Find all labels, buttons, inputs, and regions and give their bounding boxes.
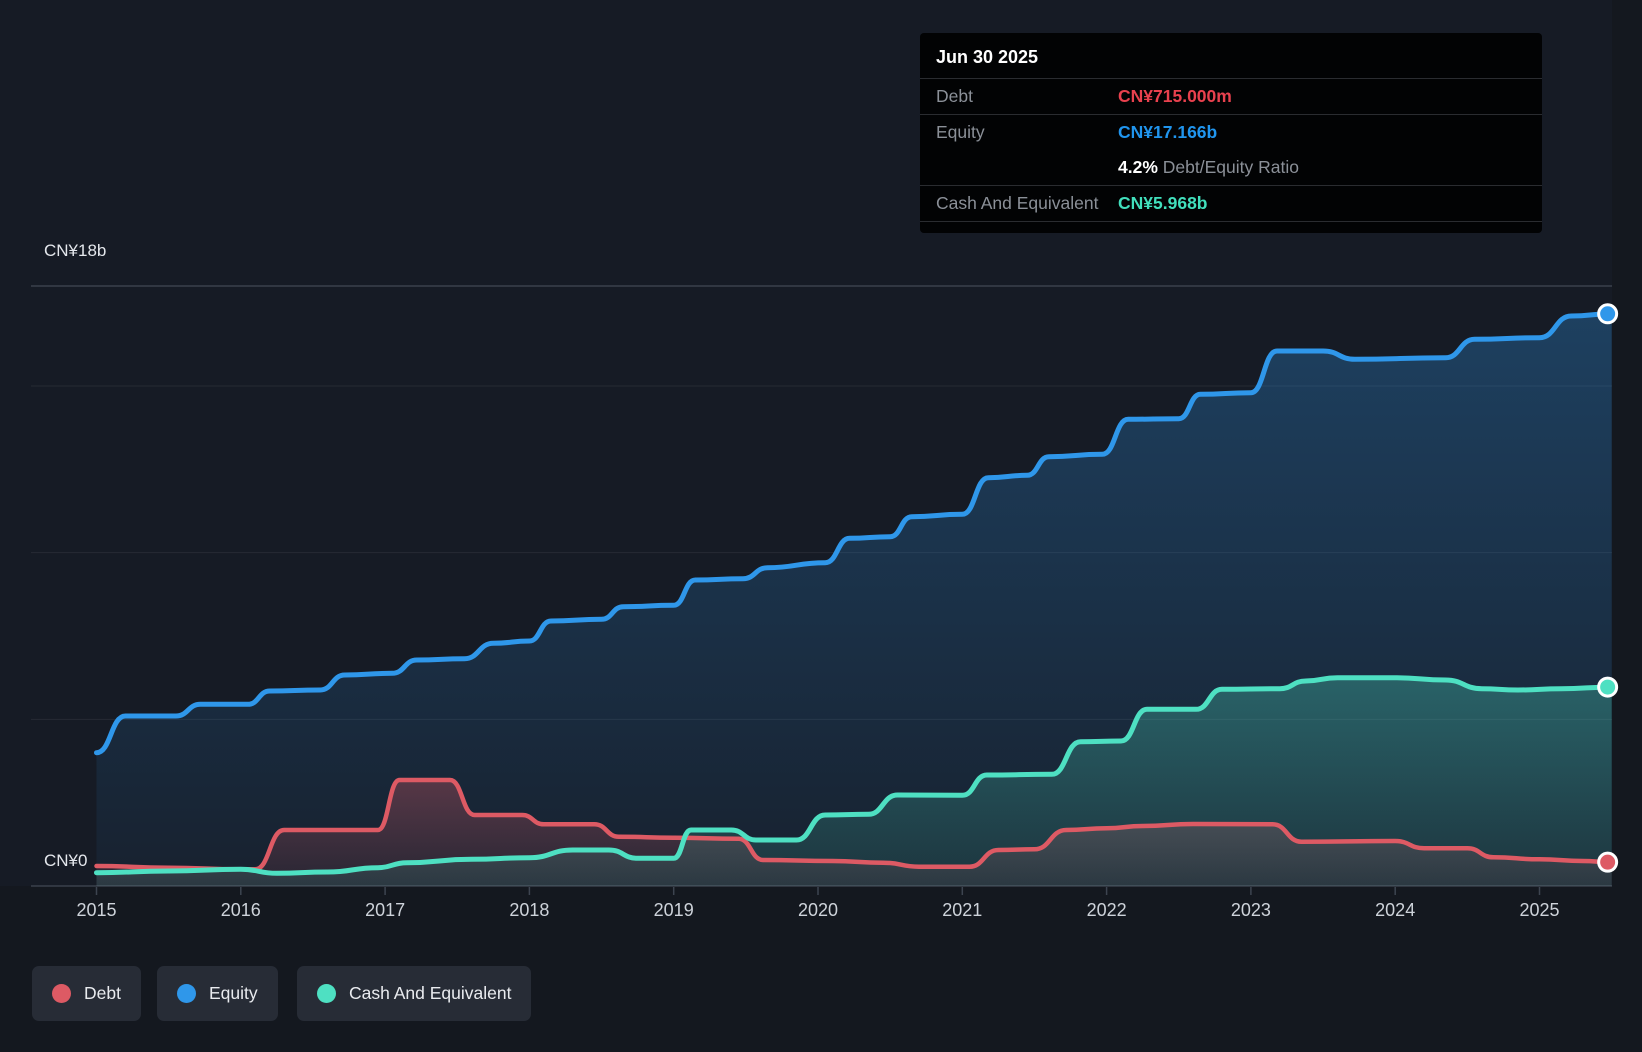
x-axis-label-2017: 2017 bbox=[365, 900, 406, 920]
debt-line bbox=[94, 777, 1614, 872]
legend-item-cash[interactable]: Cash And Equivalent bbox=[297, 966, 532, 1021]
cash-endpoint-dot bbox=[1597, 676, 1619, 698]
legend-label-equity: Equity bbox=[209, 983, 258, 1003]
tooltip-ratio-label: Debt/Equity Ratio bbox=[1162, 157, 1299, 177]
x-axis-label-2016: 2016 bbox=[220, 900, 261, 920]
equity-legend-dot-icon bbox=[177, 984, 196, 1003]
tooltip-debt-value: CN¥715.000m bbox=[1118, 86, 1232, 106]
tooltip-equity-group: Equity CN¥17.166b 4.2% Debt/Equity Ratio bbox=[920, 115, 1542, 186]
tooltip-row-cash: Cash And Equivalent CN¥5.968b bbox=[920, 186, 1542, 222]
debt-endpoint-dot bbox=[1597, 851, 1619, 873]
legend-label-debt: Debt bbox=[84, 983, 121, 1003]
tooltip-equity-label: Equity bbox=[936, 122, 985, 142]
equity-endpoint-dot bbox=[1597, 303, 1619, 325]
x-axis-label-2015: 2015 bbox=[76, 900, 117, 920]
tooltip-ratio-value: 4.2% bbox=[1118, 157, 1158, 177]
tooltip-row-equity: Equity CN¥17.166b bbox=[920, 115, 1542, 150]
equity-line bbox=[94, 311, 1615, 756]
y-axis-label-top: CN¥18b bbox=[44, 241, 107, 260]
x-axis-label-2025: 2025 bbox=[1519, 900, 1560, 920]
tooltip-row-debt: Debt CN¥715.000m bbox=[920, 79, 1542, 115]
x-axis-label-2019: 2019 bbox=[653, 900, 694, 920]
y-axis-label-zero: CN¥0 bbox=[44, 851, 88, 870]
legend-label-cash: Cash And Equivalent bbox=[349, 983, 512, 1003]
x-axis-label-2018: 2018 bbox=[509, 900, 550, 920]
tooltip-row-ratio: 4.2% Debt/Equity Ratio bbox=[920, 150, 1542, 185]
tooltip-ratio: 4.2% Debt/Equity Ratio bbox=[1118, 157, 1299, 178]
cash-area bbox=[96, 677, 1612, 886]
cash-line bbox=[94, 675, 1615, 876]
x-axis-label-2022: 2022 bbox=[1086, 900, 1127, 920]
debt-legend-dot-icon bbox=[52, 984, 71, 1003]
chart-tooltip: Jun 30 2025 Debt CN¥715.000m Equity CN¥1… bbox=[920, 33, 1542, 233]
legend-item-equity[interactable]: Equity bbox=[157, 966, 278, 1021]
tooltip-equity-value: CN¥17.166b bbox=[1118, 122, 1218, 142]
x-axis-label-2024: 2024 bbox=[1375, 900, 1416, 920]
tooltip-cash-value: CN¥5.968b bbox=[1118, 193, 1208, 213]
tooltip-date: Jun 30 2025 bbox=[920, 33, 1542, 79]
tooltip-debt-label: Debt bbox=[936, 86, 973, 106]
x-axis-label-2021: 2021 bbox=[942, 900, 983, 920]
cash-legend-dot-icon bbox=[317, 984, 336, 1003]
x-axis-label-2020: 2020 bbox=[797, 900, 839, 920]
x-axis-label-2023: 2023 bbox=[1230, 900, 1271, 920]
tooltip-cash-label: Cash And Equivalent bbox=[936, 193, 1099, 213]
legend-item-debt[interactable]: Debt bbox=[32, 966, 141, 1021]
